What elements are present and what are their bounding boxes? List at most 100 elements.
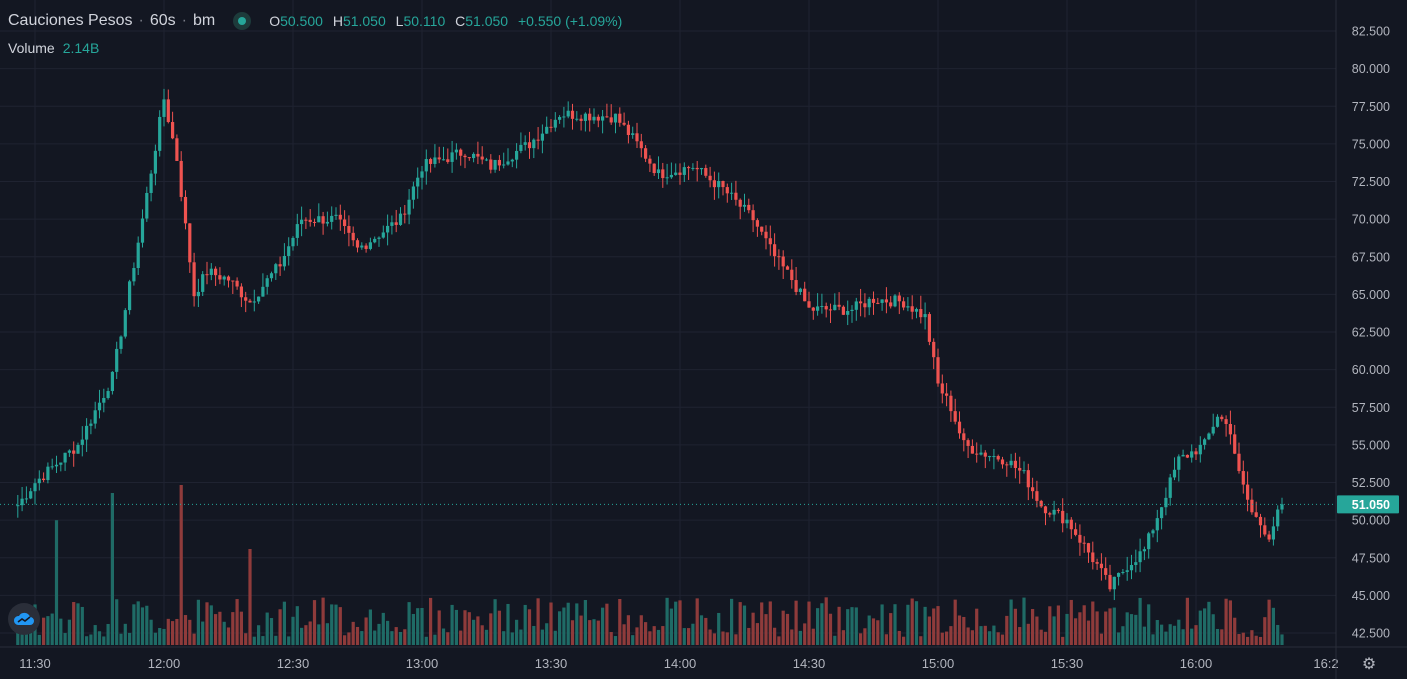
volume-bar <box>76 603 80 645</box>
candle <box>811 307 815 311</box>
volume-bar <box>1237 634 1241 645</box>
candle <box>132 268 136 282</box>
volume-bar <box>893 604 897 645</box>
candle <box>747 204 751 211</box>
candle <box>631 133 635 135</box>
volume-bar <box>704 617 708 645</box>
volume-bar <box>1000 634 1005 645</box>
candle <box>175 138 179 161</box>
candle <box>179 160 183 197</box>
y-tick-label: 60.000 <box>1352 363 1390 377</box>
volume-bar <box>902 636 906 645</box>
volume-bar <box>433 634 437 645</box>
candle <box>790 269 794 281</box>
y-tick-label: 65.000 <box>1352 288 1390 302</box>
volume-bar <box>635 627 639 645</box>
candle <box>321 216 325 224</box>
y-tick-label: 82.500 <box>1352 25 1390 39</box>
candle <box>691 167 695 169</box>
x-tick-label: 15:00 <box>922 656 955 671</box>
market-status-icon[interactable] <box>233 12 252 30</box>
candle <box>695 167 699 170</box>
volume-bar <box>1005 615 1009 645</box>
volume-bar <box>351 621 355 645</box>
candle <box>773 244 777 257</box>
volume-bar <box>644 622 648 645</box>
volume-bar <box>63 633 67 645</box>
candle <box>1000 459 1005 465</box>
candle <box>1074 529 1078 535</box>
candle <box>1164 497 1168 508</box>
candle <box>158 116 162 151</box>
volume-bar <box>914 601 919 645</box>
candle <box>115 348 119 372</box>
y-tick-label: 45.000 <box>1352 589 1390 603</box>
candle <box>828 309 833 311</box>
volume-bar <box>1263 617 1267 645</box>
candle <box>506 161 510 165</box>
candle <box>734 192 738 200</box>
volume-bar <box>269 618 274 645</box>
candle <box>863 303 867 308</box>
candle <box>239 286 243 298</box>
symbol-name[interactable]: Cauciones Pesos <box>8 12 133 29</box>
volume-bar <box>1078 612 1082 645</box>
volume-bar <box>1138 597 1142 645</box>
candle <box>1095 562 1099 564</box>
volume-bar <box>618 598 622 645</box>
candle <box>1018 467 1022 471</box>
volume-bar <box>596 620 600 645</box>
volume-bar <box>1052 616 1056 645</box>
candle <box>33 483 37 492</box>
candle <box>429 159 433 164</box>
candle <box>562 116 566 118</box>
gear-icon[interactable]: ⚙ <box>1361 656 1377 673</box>
volume-bar <box>1142 626 1146 645</box>
volume-bar <box>274 635 278 645</box>
candle <box>794 280 798 292</box>
candle <box>755 220 759 227</box>
tradingview-cloud-icon[interactable] <box>8 603 40 635</box>
candle <box>312 221 317 223</box>
volume-bar <box>1151 634 1155 645</box>
candle <box>67 450 71 453</box>
volume-bar <box>226 627 231 645</box>
candle <box>1121 571 1125 573</box>
volume-bar <box>484 629 489 645</box>
candle <box>416 177 420 187</box>
candle <box>1220 416 1224 420</box>
volume-bar <box>553 630 557 645</box>
candle <box>355 240 360 248</box>
y-tick-label: 80.000 <box>1352 62 1390 76</box>
candle <box>914 309 919 312</box>
volume-bar <box>755 623 759 645</box>
candle <box>717 180 721 188</box>
volume-bar <box>579 615 583 645</box>
volume-bar <box>1246 636 1250 645</box>
candle <box>123 310 127 337</box>
candle <box>489 159 493 170</box>
volume-bar <box>656 629 661 645</box>
volume-bar <box>863 628 867 645</box>
candle <box>1078 534 1082 543</box>
candle <box>1026 470 1030 488</box>
volume-bar <box>1220 629 1224 645</box>
volume-bar <box>1155 620 1159 645</box>
candle <box>1280 504 1284 510</box>
volume-bar <box>1254 635 1258 645</box>
candle <box>725 187 729 194</box>
volume-bar <box>265 612 269 645</box>
candle <box>841 306 845 315</box>
volume-bar <box>480 625 484 645</box>
volume-bar <box>308 621 312 645</box>
volume-bar <box>205 602 209 645</box>
volume-bar <box>923 606 927 645</box>
candle <box>1160 507 1164 519</box>
candle <box>1172 469 1177 478</box>
candle <box>949 395 953 412</box>
candle <box>816 306 820 311</box>
volume-bar <box>768 601 772 645</box>
candle <box>807 301 811 308</box>
interval-label[interactable]: 60s <box>149 12 176 29</box>
